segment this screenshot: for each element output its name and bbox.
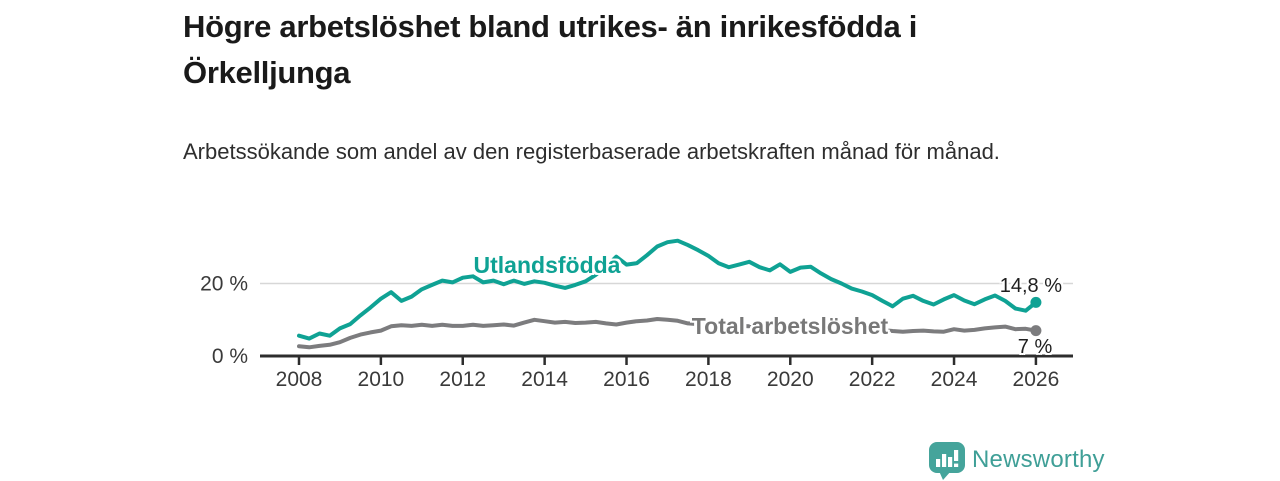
- y-tick-label: 0 %: [212, 345, 248, 368]
- end-value-label-utlandsfodda: 14,8 %: [999, 275, 1062, 297]
- x-tick-label: 2026: [1013, 368, 1060, 391]
- x-tick-label: 2018: [685, 368, 732, 391]
- x-tick-label: 2012: [439, 368, 486, 391]
- newsworthy-logo-icon: [929, 442, 965, 480]
- chart-subtitle: Arbetssökande som andel av den registerb…: [183, 139, 1000, 164]
- series-end-dot-total-arbetsl-shet: [1030, 325, 1042, 337]
- series-label-total-arbetsloshet: Total arbetslöshet: [691, 313, 889, 339]
- page-title: Högre arbetslöshet bland utrikes- än inr…: [183, 9, 918, 90]
- logo-bubble: [929, 442, 965, 473]
- y-tick-label: 20 %: [200, 273, 248, 296]
- series-label-utlandsfodda: Utlandsfödda: [473, 252, 621, 278]
- logo-bubble-tail: [939, 471, 951, 480]
- x-tick-label: 2024: [931, 368, 978, 391]
- series-end-dot-utlandsf-dda: [1030, 296, 1042, 308]
- x-tick-label: 2022: [849, 368, 896, 391]
- x-tick-label: 2010: [358, 368, 405, 391]
- x-tick-label: 2016: [603, 368, 650, 391]
- end-value-label-total: 7 %: [1017, 336, 1053, 358]
- series-line-total-arbetsl-shet: [297, 317, 1038, 350]
- newsworthy-branding: Newsworthy: [928, 441, 1105, 481]
- newsworthy-logo-text: Newsworthy: [972, 446, 1105, 473]
- x-tick-label: 2020: [767, 368, 814, 391]
- series-line-utlandsf-dda: [297, 238, 1038, 341]
- x-tick-label: 2014: [521, 368, 568, 391]
- x-tick-label: 2008: [276, 368, 323, 391]
